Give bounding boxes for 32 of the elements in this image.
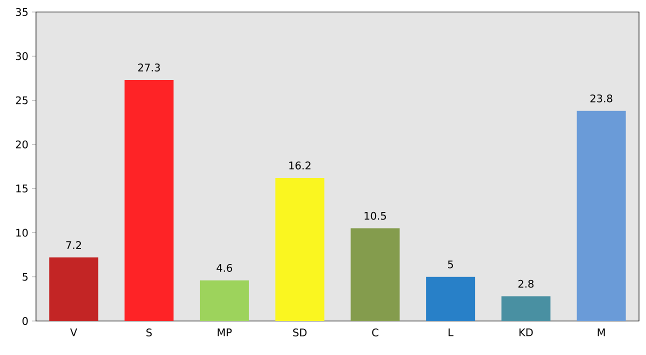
data-label: 7.2	[66, 241, 81, 249]
y-tick-label: 0	[22, 317, 28, 325]
data-label: 5	[448, 260, 453, 268]
bar	[49, 257, 98, 321]
bar	[275, 178, 324, 321]
x-tick-label: KD	[520, 328, 533, 336]
bar	[350, 228, 400, 321]
y-tick-label: 5	[22, 272, 28, 281]
bar	[200, 280, 249, 321]
x-tick-label: L	[448, 328, 454, 336]
data-label: 2.8	[518, 280, 534, 288]
bar	[426, 276, 476, 321]
data-label: 16.2	[289, 162, 310, 170]
data-label: 10.5	[364, 212, 386, 220]
y-tick-label: 35	[16, 8, 28, 16]
bar	[576, 110, 626, 321]
y-tick-label: 20	[16, 140, 28, 148]
x-tick-label: C	[372, 328, 378, 336]
x-tick-label: V	[70, 328, 78, 336]
data-label: 4.6	[216, 264, 232, 272]
bar	[124, 80, 174, 321]
data-label: 23.8	[590, 94, 612, 102]
x-tick-label: M	[598, 328, 605, 336]
y-tick-label: 30	[16, 52, 28, 60]
x-tick-label: SD	[293, 328, 307, 336]
y-tick-label: 15	[16, 184, 28, 192]
data-label: 27.3	[138, 64, 160, 72]
bar	[501, 296, 550, 321]
x-tick-label: S	[146, 328, 152, 336]
x-tick-label: MP	[218, 328, 232, 336]
y-tick-label: 25	[16, 96, 28, 104]
y-tick-label: 10	[16, 228, 28, 237]
